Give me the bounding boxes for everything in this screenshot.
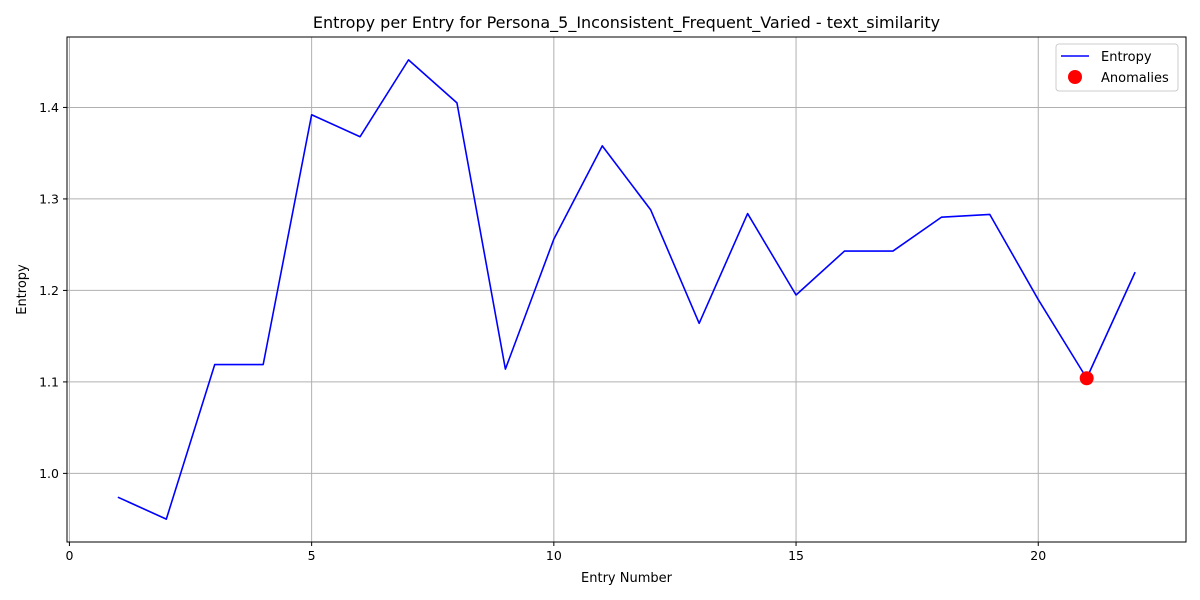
legend-entropy-label: Entropy [1101, 50, 1152, 65]
legend-anomalies-swatch [1068, 70, 1082, 84]
y-axis-label: Entropy [15, 264, 30, 315]
y-tick-label: 1.3 [39, 191, 59, 206]
y-tick-label: 1.2 [39, 283, 59, 298]
y-tick-label: 1.4 [39, 100, 59, 115]
x-tick-label: 15 [788, 548, 804, 563]
grid-lines [67, 37, 1186, 542]
legend: Entropy Anomalies [1055, 43, 1179, 92]
x-tick-label: 20 [1030, 548, 1046, 563]
y-tick-label: 1.1 [39, 374, 59, 389]
anomaly-point [1079, 371, 1094, 386]
entropy-series-line [117, 59, 1136, 520]
legend-anomalies-label: Anomalies [1101, 71, 1169, 86]
x-tick-label: 5 [308, 548, 316, 563]
x-tick-label: 0 [65, 548, 73, 563]
y-tick-label: 1.0 [39, 466, 59, 481]
plot-series [117, 59, 1136, 520]
chart-title: Entropy per Entry for Persona_5_Inconsis… [313, 13, 940, 33]
axis-ticks: 0 5 10 15 20 1.0 1.1 1.2 1.3 1.4 [39, 100, 1046, 563]
axes-frame [66, 36, 1187, 543]
x-tick-label: 10 [546, 548, 562, 563]
x-axis-label: Entry Number [581, 571, 673, 586]
